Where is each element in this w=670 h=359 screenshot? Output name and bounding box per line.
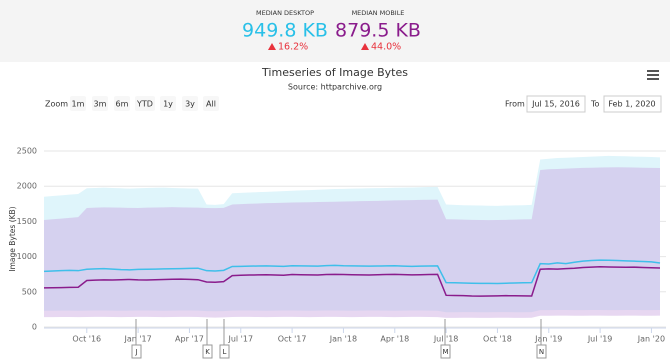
from-input[interactable] xyxy=(526,95,586,113)
zoom-button-label[interactable]: 3y xyxy=(185,100,195,109)
stat-value: 949.8 KB xyxy=(242,20,328,42)
menu-bar xyxy=(647,70,659,72)
stat-change: 44.0% xyxy=(371,42,401,53)
chart-title: Timeseries of Image Bytes xyxy=(261,66,408,79)
flag-label[interactable]: K xyxy=(205,348,210,356)
flag-box[interactable] xyxy=(536,344,547,359)
plot: 0 500 1000 1500 2000 2500 Oct '16 Jan '17 Apr '1… xyxy=(17,147,666,359)
up-arrow xyxy=(268,43,276,50)
zoom-button-label[interactable]: 3m xyxy=(94,100,107,109)
x-tick-label: Jan '17 xyxy=(123,335,151,344)
x-tick-label: Jan '18 xyxy=(329,335,357,344)
flag-box[interactable] xyxy=(131,344,142,359)
y-tick-label: 1000 xyxy=(17,252,37,261)
x-tick-label: Oct '17 xyxy=(278,335,307,344)
flag-box[interactable] xyxy=(202,344,213,359)
stat-label: MEDIAN DESKTOP xyxy=(256,9,314,17)
flag-label[interactable]: N xyxy=(539,348,544,356)
x-tick-label: Jan '20 xyxy=(637,335,665,344)
flag-label[interactable]: J xyxy=(134,348,137,356)
zoom-button-label[interactable]: 6m xyxy=(116,100,129,109)
from-date[interactable]: Jul 15, 2016 xyxy=(531,100,580,109)
y-tick-label: 0 xyxy=(32,323,37,332)
zoom-button[interactable] xyxy=(203,96,219,111)
zoom-button[interactable] xyxy=(135,96,155,111)
to-label: To xyxy=(590,100,600,109)
x-tick-label: Jul '18 xyxy=(433,335,459,344)
zoom-button-label[interactable]: 1y xyxy=(163,100,173,109)
menu-bar xyxy=(647,74,659,76)
flag-label[interactable]: L xyxy=(223,348,227,356)
range-area xyxy=(44,155,660,313)
header-band xyxy=(0,0,670,62)
zoom-button-label[interactable]: 1m xyxy=(72,100,85,109)
y-tick-label: 500 xyxy=(22,287,37,296)
stat-value: 879.5 KB xyxy=(335,20,421,42)
flag-box[interactable] xyxy=(219,344,230,359)
menu-bar xyxy=(647,78,659,80)
zoom-button-label[interactable]: All xyxy=(206,100,216,109)
x-tick-label: Jul '17 xyxy=(227,335,253,344)
zoom-button[interactable] xyxy=(160,96,176,111)
to-date[interactable]: Feb 1, 2020 xyxy=(608,100,655,109)
y-axis-title: Image Bytes (KB) xyxy=(8,206,17,271)
y-tick-label: 2000 xyxy=(17,182,37,191)
zoom-button[interactable] xyxy=(70,96,86,111)
y-tick-label: 2500 xyxy=(17,147,37,156)
stat-change: 16.2% xyxy=(278,42,308,53)
y-tick-label: 1500 xyxy=(17,217,37,226)
menu-button[interactable] xyxy=(647,70,659,80)
x-tick-label: Jul '19 xyxy=(587,335,613,344)
chart-subtitle: Source: httparchive.org xyxy=(288,83,382,92)
flag-box[interactable] xyxy=(440,344,451,359)
flag-label[interactable]: M xyxy=(442,348,448,356)
zoom-button[interactable] xyxy=(182,96,198,111)
x-tick-label: Oct '16 xyxy=(72,335,101,344)
x-tick-label: Apr '18 xyxy=(380,335,409,344)
zoom-button[interactable] xyxy=(92,96,108,111)
x-tick-label: Apr '17 xyxy=(175,335,204,344)
from-label: From xyxy=(505,100,525,109)
x-tick-label: Jan '19 xyxy=(534,335,562,344)
zoom-label: Zoom xyxy=(45,100,68,109)
series-line xyxy=(43,259,661,285)
x-tick-label: Oct '18 xyxy=(483,335,512,344)
stat-label: MEDIAN MOBILE xyxy=(352,9,405,17)
to-input[interactable] xyxy=(603,95,662,113)
up-arrow xyxy=(361,43,369,50)
series-line xyxy=(43,266,661,297)
zoom-button[interactable] xyxy=(114,96,130,111)
zoom-button-label[interactable]: YTD xyxy=(136,100,153,109)
